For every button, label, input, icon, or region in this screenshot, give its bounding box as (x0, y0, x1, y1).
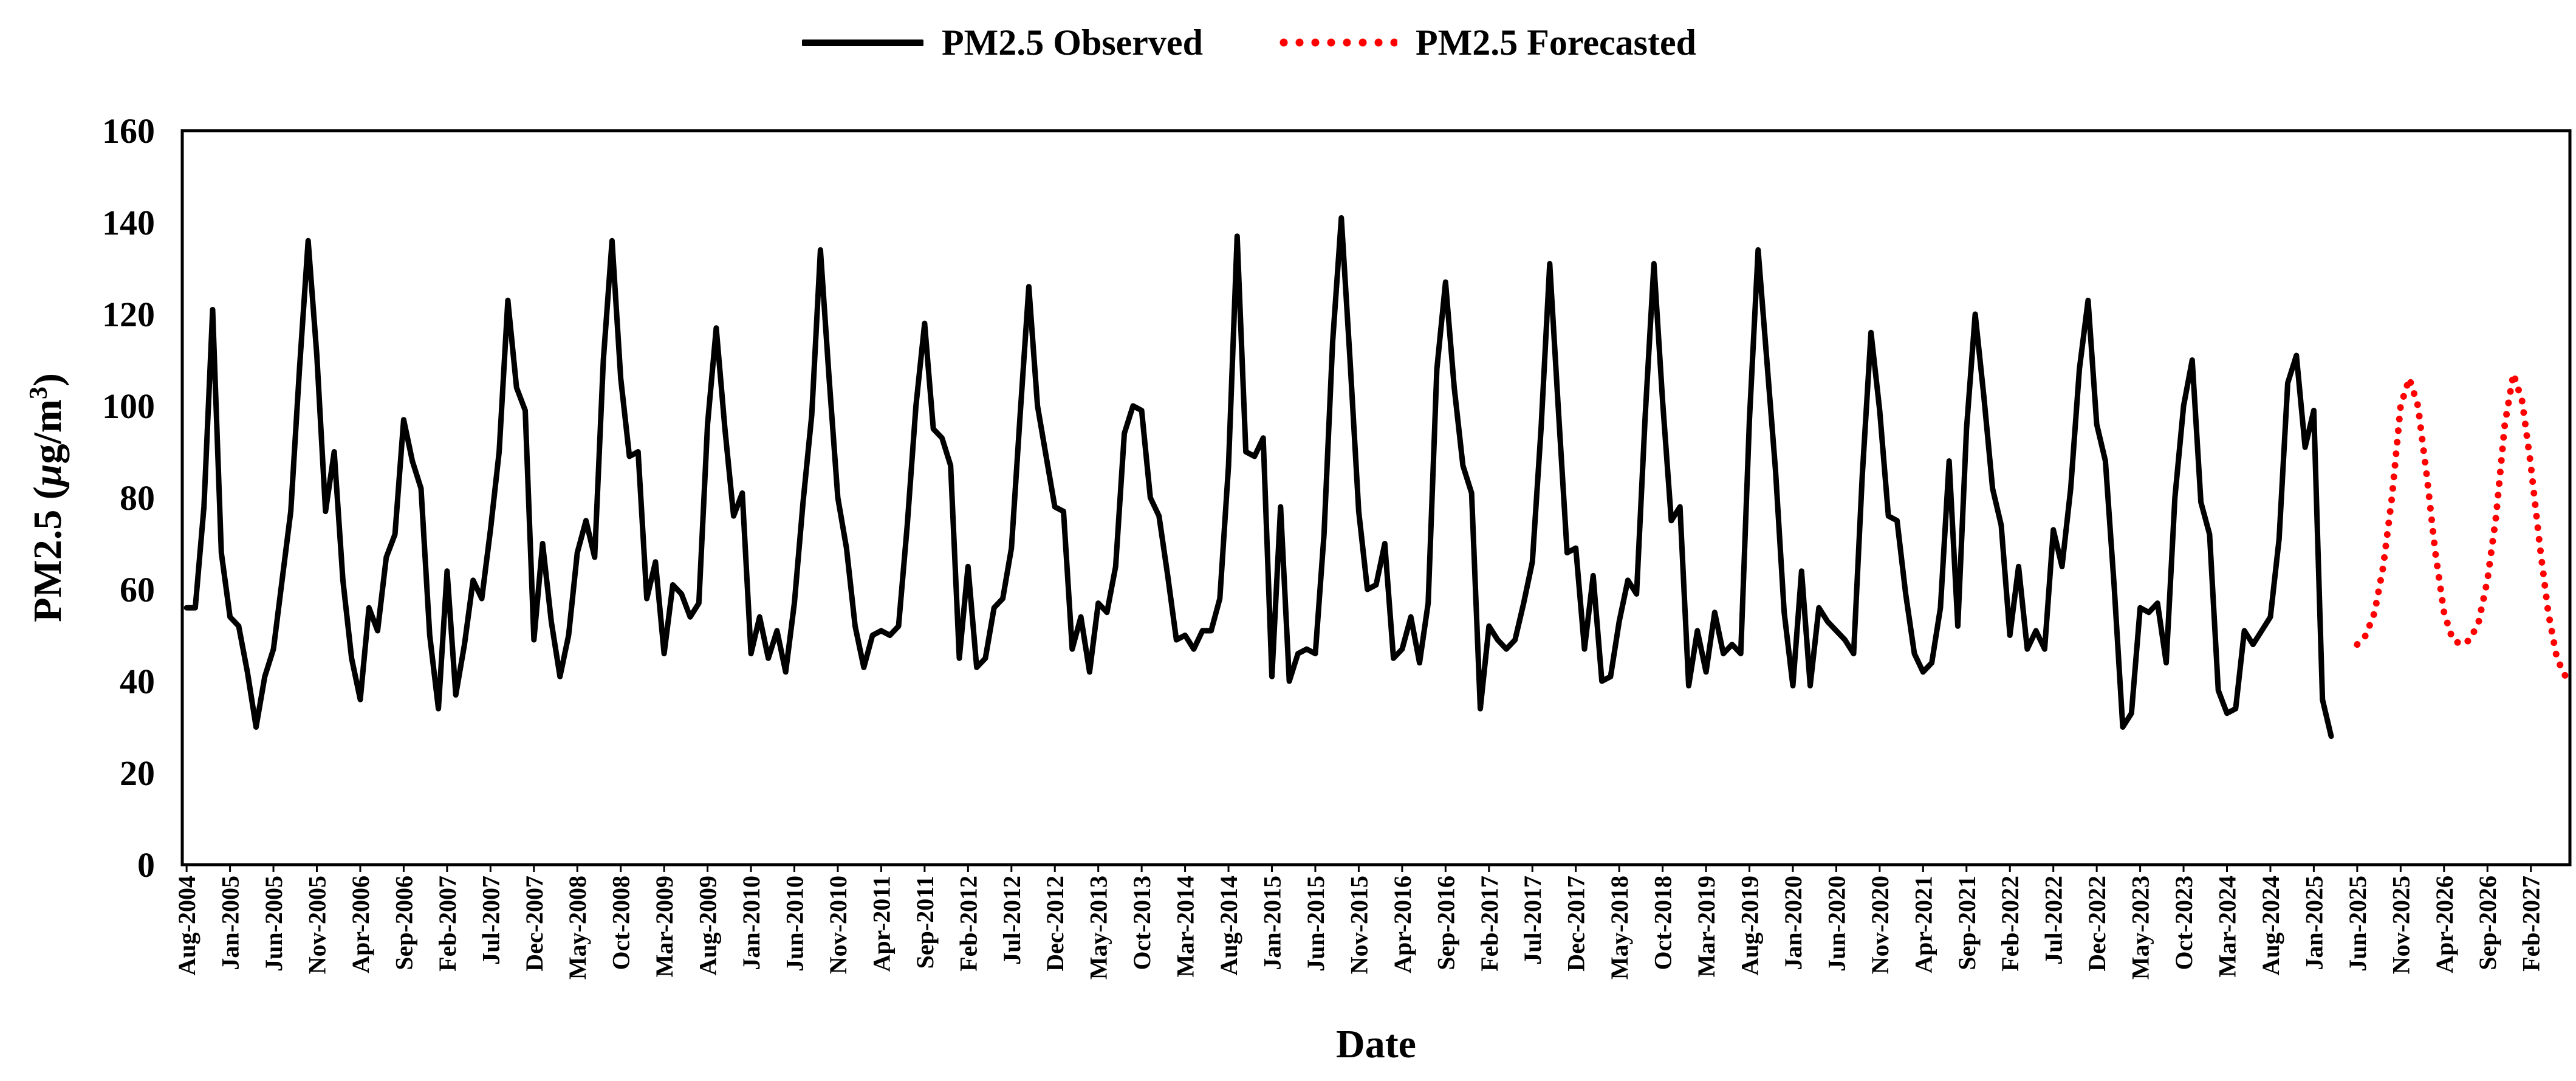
legend-swatch-dotted (1275, 36, 1397, 49)
x-tick-label: Jan-2020 (1780, 876, 1807, 970)
x-tick-label: Jan-2015 (1259, 876, 1286, 970)
y-tick-label: 100 (102, 386, 155, 426)
x-tick-label: Nov-2015 (1345, 876, 1372, 974)
x-tick-label: Apr-2016 (1389, 876, 1416, 973)
x-tick-label: Oct-2018 (1649, 876, 1677, 970)
x-tick-label: Mar-2024 (2214, 876, 2241, 977)
legend-swatch-solid (802, 39, 923, 46)
x-tick-label: Sep-2016 (1432, 876, 1459, 970)
x-tick-label: Apr-2006 (347, 876, 374, 973)
x-axis-ticks: Aug-2004 Jan-2005 Jun-2005 Nov-2005 Apr-2006… (173, 865, 2545, 980)
x-tick-label: May-2018 (1606, 876, 1633, 980)
x-tick-label: Jul-2017 (1519, 876, 1546, 965)
x-tick-label: Oct-2023 (2170, 876, 2197, 970)
y-tick-label: 40 (120, 662, 155, 701)
x-tick-label: Jan-2005 (217, 876, 244, 970)
x-tick-label: Aug-2024 (2257, 876, 2284, 975)
y-tick-label: 20 (120, 753, 155, 793)
x-tick-label: Jul-2007 (477, 876, 504, 965)
x-tick-label: Feb-2012 (954, 876, 982, 972)
x-tick-label: Jun-2025 (2344, 876, 2371, 972)
x-tick-label: Nov-2005 (304, 876, 331, 974)
x-tick-label: Feb-2027 (2518, 876, 2545, 972)
x-tick-label: Jun-2005 (260, 876, 287, 972)
y-tick-label: 120 (102, 295, 155, 334)
x-tick-label: Jul-2012 (998, 876, 1026, 965)
series-line-observed[interactable] (183, 215, 2334, 740)
x-tick-label: Apr-2026 (2431, 876, 2458, 973)
x-tick-label: Nov-2020 (1866, 876, 1894, 974)
legend-label-observed: PM2.5 Observed (942, 22, 1203, 63)
legend-item-observed[interactable]: PM2.5 Observed (802, 22, 1203, 64)
x-tick-label: Apr-2021 (1910, 876, 1937, 973)
y-tick-label: 80 (120, 478, 155, 518)
x-tick-label: Feb-2007 (434, 876, 461, 972)
x-tick-label: Sep-2011 (911, 876, 939, 969)
y-axis-ticks: 0 20 40 60 80 100 120 140 160 (102, 111, 155, 885)
x-tick-label: Jan-2025 (2300, 876, 2328, 970)
x-tick-label: Jul-2022 (2040, 876, 2067, 965)
x-tick-label: Sep-2021 (1953, 876, 1981, 970)
x-tick-label: Aug-2014 (1215, 876, 1242, 975)
x-tick-label: Aug-2009 (694, 876, 722, 975)
y-axis-title: PM2.5 (μg/m3) (25, 373, 70, 622)
x-tick-label: Feb-2017 (1476, 876, 1503, 972)
x-tick-label: Jun-2020 (1823, 876, 1850, 972)
x-tick-label: Sep-2026 (2474, 876, 2501, 970)
x-tick-label: Apr-2011 (868, 876, 895, 972)
x-tick-label: Mar-2019 (1693, 876, 1720, 977)
series-line-forecasted[interactable] (2354, 370, 2569, 680)
x-tick-label: Mar-2014 (1172, 876, 1199, 977)
x-tick-label: Sep-2006 (390, 876, 417, 970)
x-tick-label: May-2013 (1085, 876, 1112, 980)
x-tick-label: May-2008 (564, 876, 591, 980)
y-tick-label: 0 (137, 845, 155, 885)
x-axis-title: Date (1336, 1022, 1416, 1066)
legend-item-forecasted[interactable]: PM2.5 Forecasted (1275, 22, 1697, 64)
x-tick-label: Dec-2012 (1041, 876, 1069, 972)
x-tick-label: Dec-2022 (2083, 876, 2111, 972)
x-tick-label: Jan-2010 (738, 876, 765, 970)
series-layer (183, 215, 2569, 740)
x-tick-label: May-2023 (2127, 876, 2154, 980)
x-tick-label: Feb-2022 (1996, 876, 2024, 972)
plot-frame (180, 129, 2572, 867)
x-tick-label: Jun-2015 (1302, 876, 1329, 972)
y-tick-label: 140 (102, 203, 155, 242)
x-tick-label: Dec-2017 (1563, 876, 1590, 972)
x-tick-label: Jun-2010 (781, 876, 809, 972)
x-tick-label: Oct-2013 (1128, 876, 1156, 970)
x-tick-label: Nov-2025 (2387, 876, 2414, 974)
legend: PM2.5 Observed PM2.5 Forecasted (802, 18, 1696, 67)
legend-label-forecasted: PM2.5 Forecasted (1415, 22, 1697, 63)
x-tick-label: Mar-2009 (651, 876, 678, 977)
y-tick-label: 160 (102, 111, 155, 151)
x-tick-label: Aug-2019 (1736, 876, 1764, 975)
x-tick-label: Oct-2008 (608, 876, 635, 970)
x-tick-label: Aug-2004 (173, 876, 200, 975)
x-tick-label: Dec-2007 (521, 876, 548, 972)
y-tick-label: 60 (120, 570, 155, 609)
x-tick-label: Nov-2010 (824, 876, 852, 974)
